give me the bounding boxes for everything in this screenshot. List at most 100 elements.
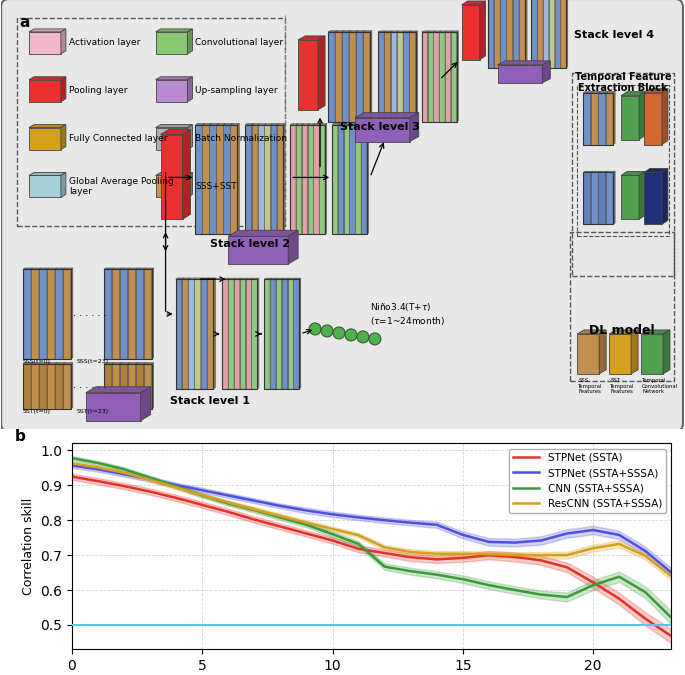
Polygon shape bbox=[427, 32, 434, 122]
Polygon shape bbox=[31, 362, 41, 364]
Polygon shape bbox=[445, 31, 447, 122]
Polygon shape bbox=[228, 236, 288, 264]
STPNet (SSTA) bbox=[563, 564, 571, 572]
Polygon shape bbox=[290, 125, 296, 234]
Polygon shape bbox=[112, 268, 114, 359]
Polygon shape bbox=[160, 130, 190, 134]
Text: Niño3.4(T+$\tau$): Niño3.4(T+$\tau$) bbox=[370, 301, 432, 313]
CNN (SSTA+SSSA) bbox=[589, 581, 597, 589]
Text: SSS+SST: SSS+SST bbox=[195, 182, 237, 191]
Polygon shape bbox=[214, 278, 215, 389]
Polygon shape bbox=[207, 278, 209, 389]
Text: SST(t=23): SST(t=23) bbox=[77, 408, 109, 414]
Polygon shape bbox=[621, 92, 645, 96]
Polygon shape bbox=[325, 124, 327, 234]
Polygon shape bbox=[525, 0, 527, 68]
Polygon shape bbox=[276, 278, 284, 279]
Polygon shape bbox=[234, 278, 236, 389]
Polygon shape bbox=[609, 334, 631, 374]
CNN (SSTA+SSSA) bbox=[615, 572, 623, 580]
Polygon shape bbox=[103, 362, 114, 364]
CNN (SSTA+SSSA) bbox=[302, 520, 310, 529]
Polygon shape bbox=[201, 279, 207, 389]
Polygon shape bbox=[251, 279, 258, 389]
Polygon shape bbox=[29, 176, 61, 197]
CNN (SSTA+SSSA) bbox=[224, 500, 232, 508]
Polygon shape bbox=[127, 362, 129, 408]
CNN (SSTA+SSSA) bbox=[94, 459, 102, 467]
Polygon shape bbox=[71, 362, 73, 408]
Polygon shape bbox=[356, 31, 365, 32]
ResCNN (SSTA+SSSA) bbox=[224, 498, 232, 506]
Text: Up-sampling layer: Up-sampling layer bbox=[195, 86, 278, 95]
STPNet (SSTA+SSSA) bbox=[563, 529, 571, 537]
STPNet (SSTA) bbox=[511, 553, 519, 561]
Polygon shape bbox=[560, 0, 562, 68]
Polygon shape bbox=[120, 268, 129, 269]
CNN (SSTA+SSSA) bbox=[485, 581, 493, 589]
STPNet (SSTA+SSSA) bbox=[485, 538, 493, 546]
Polygon shape bbox=[151, 362, 153, 408]
Polygon shape bbox=[342, 31, 351, 32]
Polygon shape bbox=[293, 279, 299, 389]
Polygon shape bbox=[566, 0, 568, 68]
Polygon shape bbox=[55, 269, 63, 359]
Polygon shape bbox=[23, 364, 31, 408]
Polygon shape bbox=[31, 364, 39, 408]
Polygon shape bbox=[410, 31, 417, 32]
Polygon shape bbox=[598, 172, 606, 224]
Polygon shape bbox=[86, 393, 140, 421]
STPNet (SSTA) bbox=[354, 545, 362, 553]
Polygon shape bbox=[644, 172, 662, 224]
Polygon shape bbox=[112, 364, 120, 408]
FancyBboxPatch shape bbox=[572, 73, 674, 276]
Polygon shape bbox=[519, 0, 521, 68]
STPNet (SSTA+SSSA) bbox=[68, 462, 76, 470]
Polygon shape bbox=[355, 113, 419, 117]
Text: Stack level 1: Stack level 1 bbox=[171, 396, 251, 406]
Polygon shape bbox=[210, 124, 212, 234]
Polygon shape bbox=[228, 278, 230, 389]
Polygon shape bbox=[662, 88, 668, 144]
ResCNN (SSTA+SSSA) bbox=[615, 540, 623, 548]
Text: Pooling layer: Pooling layer bbox=[69, 86, 127, 95]
Polygon shape bbox=[319, 125, 325, 234]
ResCNN (SSTA+SSSA) bbox=[485, 550, 493, 558]
Polygon shape bbox=[549, 0, 550, 68]
Text: SSS(t=0): SSS(t=0) bbox=[23, 359, 51, 364]
Polygon shape bbox=[188, 172, 192, 197]
Polygon shape bbox=[230, 125, 237, 234]
CNN (SSTA+SSSA) bbox=[667, 614, 675, 622]
Polygon shape bbox=[251, 278, 259, 279]
Polygon shape bbox=[47, 362, 49, 408]
CNN (SSTA+SSSA) bbox=[381, 562, 389, 570]
Polygon shape bbox=[277, 124, 279, 234]
ResCNN (SSTA+SSSA) bbox=[433, 549, 441, 558]
Polygon shape bbox=[367, 124, 369, 234]
Polygon shape bbox=[103, 364, 112, 408]
Polygon shape bbox=[71, 268, 73, 359]
Text: SSS(t=23): SSS(t=23) bbox=[77, 359, 109, 364]
Polygon shape bbox=[349, 124, 351, 234]
Polygon shape bbox=[144, 362, 146, 408]
STPNet (SSTA) bbox=[172, 494, 180, 502]
STPNet (SSTA+SSSA) bbox=[537, 537, 545, 545]
Polygon shape bbox=[207, 278, 215, 279]
Polygon shape bbox=[264, 279, 270, 389]
Polygon shape bbox=[55, 362, 57, 408]
Polygon shape bbox=[356, 31, 358, 122]
Polygon shape bbox=[246, 279, 251, 389]
Polygon shape bbox=[39, 364, 47, 408]
Polygon shape bbox=[127, 268, 129, 359]
Polygon shape bbox=[384, 31, 386, 122]
STPNet (SSTA) bbox=[146, 487, 154, 495]
Polygon shape bbox=[363, 31, 365, 122]
Polygon shape bbox=[136, 362, 146, 364]
Polygon shape bbox=[342, 32, 349, 122]
STPNet (SSTA+SSSA) bbox=[381, 516, 389, 524]
Text: Stack level 3: Stack level 3 bbox=[340, 122, 420, 132]
Polygon shape bbox=[344, 124, 345, 234]
Polygon shape bbox=[445, 31, 453, 32]
Polygon shape bbox=[302, 124, 303, 234]
Polygon shape bbox=[188, 125, 192, 150]
